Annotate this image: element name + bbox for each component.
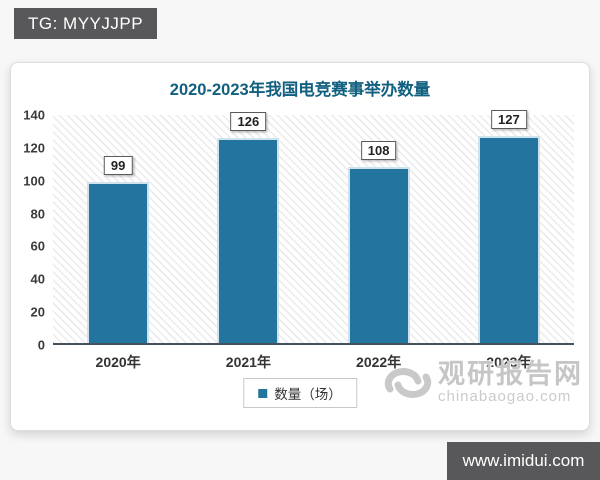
bar-value-label: 126 bbox=[230, 111, 267, 131]
y-tick-label: 20 bbox=[30, 304, 45, 320]
bar-value-label: 108 bbox=[360, 141, 397, 161]
site-watermark-text: www.imidui.com bbox=[462, 451, 585, 470]
legend: 数量（场） bbox=[243, 378, 357, 408]
bar bbox=[87, 181, 150, 343]
bar-slot: 126 bbox=[183, 111, 313, 343]
telegram-watermark-text: TG: MYYJJPP bbox=[28, 13, 144, 33]
x-axis-labels: 2020年 2021年 2022年 2023年 bbox=[53, 352, 574, 372]
x-tick-label: 2020年 bbox=[95, 354, 141, 370]
telegram-watermark-banner: TG: MYYJJPP bbox=[14, 8, 158, 39]
watermark-domain: chinabaogao.com bbox=[438, 388, 572, 406]
y-tick-label: 40 bbox=[30, 271, 45, 287]
y-axis: 0 20 40 60 80 100 120 140 bbox=[11, 108, 47, 353]
chart-title: 2020-2023年我国电竞赛事举办数量 bbox=[169, 81, 431, 99]
bar-slot: 127 bbox=[444, 110, 574, 343]
y-tick-label: 80 bbox=[30, 206, 45, 222]
bar bbox=[347, 167, 410, 343]
x-tick-label: 2023年 bbox=[486, 354, 532, 370]
bar bbox=[217, 137, 280, 343]
bar bbox=[477, 136, 540, 343]
site-watermark-banner: www.imidui.com bbox=[447, 442, 600, 480]
chart-card: 2020-2023年我国电竞赛事举办数量 0 20 40 60 80 100 120 140 … bbox=[10, 62, 590, 431]
x-tick-label: 2021年 bbox=[225, 354, 271, 370]
plot-area: 99 126 108 127 bbox=[53, 110, 574, 345]
legend-swatch-icon bbox=[258, 388, 268, 398]
x-tick-label: 2022年 bbox=[356, 354, 402, 370]
y-tick-label: 60 bbox=[30, 238, 45, 254]
bar-value-label: 127 bbox=[491, 110, 527, 130]
y-tick-label: 140 bbox=[23, 107, 45, 123]
bar-slot: 108 bbox=[314, 115, 444, 343]
y-tick-label: 120 bbox=[23, 140, 45, 156]
bar-slot: 99 bbox=[53, 115, 183, 343]
legend-label: 数量（场） bbox=[274, 387, 342, 402]
bar-value-label: 99 bbox=[103, 155, 133, 175]
y-tick-label: 100 bbox=[23, 173, 45, 189]
y-tick-label: 0 bbox=[37, 337, 45, 353]
